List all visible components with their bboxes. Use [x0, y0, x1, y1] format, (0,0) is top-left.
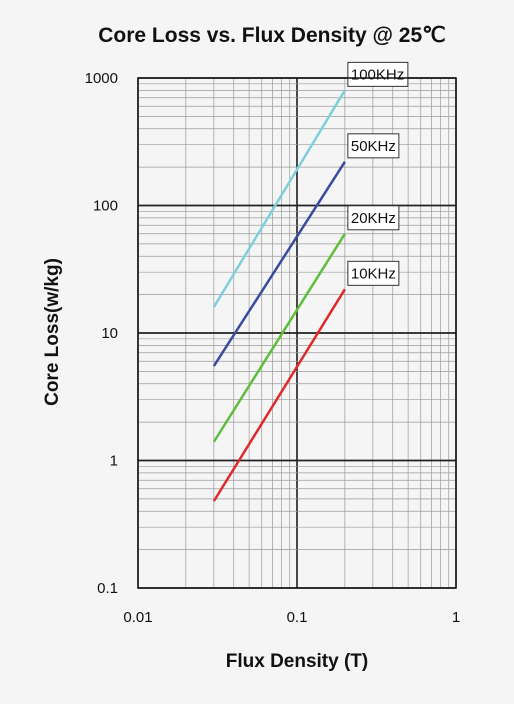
legend-label: 100KHz — [351, 66, 404, 83]
legend-box — [347, 133, 400, 159]
y-tick-label: 10 — [101, 325, 118, 342]
plot-frame — [137, 77, 457, 589]
grid — [137, 77, 457, 589]
legend-label: 10KHz — [351, 265, 396, 282]
series-lines — [212, 89, 346, 502]
x-axis-title: Flux Density (T) — [226, 651, 369, 672]
legend: 100KHz 50KHz 20KHz 10KHz — [347, 61, 409, 286]
series-line — [212, 288, 346, 502]
x-tick-label: 0.01 — [123, 609, 152, 626]
y-tick-label: 1000 — [85, 70, 118, 87]
y-tick-label: 0.1 — [97, 580, 118, 597]
x-tick-label: 0.1 — [287, 609, 308, 626]
tick-labels: 0.01 0.1 1 0.1 1 10 100 1000 — [85, 70, 461, 626]
legend-label: 20KHz — [351, 210, 396, 227]
y-tick-label: 1 — [110, 453, 118, 470]
series-line — [212, 89, 346, 308]
legend-box — [347, 260, 400, 286]
chart-title: Core Loss vs. Flux Density @ 25℃ — [98, 24, 446, 47]
series-line — [212, 161, 346, 367]
y-tick-label: 100 — [93, 198, 118, 215]
y-axis-title: Core Loss(w/kg) — [42, 258, 63, 406]
legend-box — [347, 61, 409, 87]
legend-box — [347, 205, 400, 231]
x-tick-label: 1 — [452, 609, 460, 626]
series-line — [212, 233, 346, 443]
legend-label: 50KHz — [351, 138, 396, 155]
